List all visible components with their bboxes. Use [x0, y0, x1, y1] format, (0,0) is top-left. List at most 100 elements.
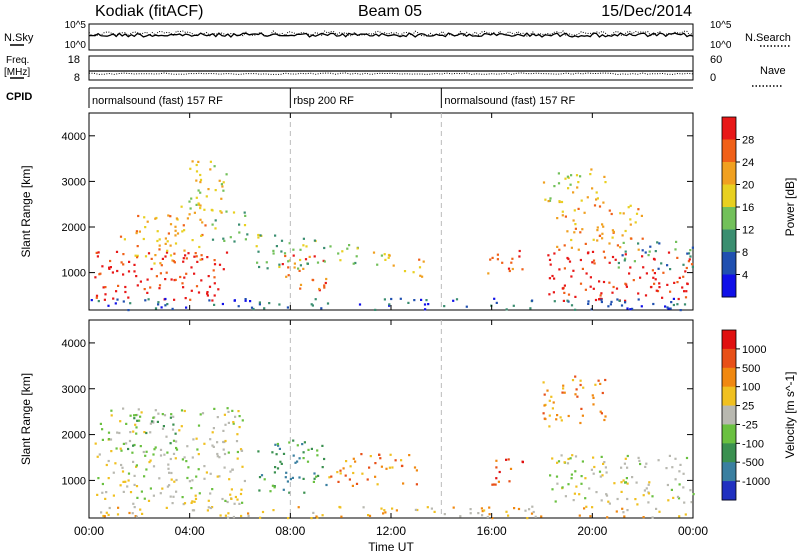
scatter-cell — [580, 482, 583, 485]
scatter-cell — [158, 284, 162, 287]
scatter-cell — [600, 499, 603, 502]
colorbar-tick-label: 100 — [742, 382, 760, 394]
scatter-cell — [284, 254, 287, 258]
y-tick-label: 4000 — [62, 131, 86, 143]
scatter-cell — [186, 445, 189, 448]
scatter-cell — [637, 208, 640, 211]
scatter-cell — [90, 299, 93, 302]
scatter-cell — [154, 307, 158, 310]
scatter-cell — [175, 478, 178, 482]
scatter-cell — [556, 461, 559, 464]
scatter-cell — [161, 487, 164, 490]
scatter-cell — [645, 272, 648, 275]
scatter-cell — [547, 200, 550, 203]
scatter-cell — [256, 261, 259, 264]
scatter-cell — [617, 261, 620, 265]
scatter-cell — [602, 225, 605, 228]
scatter-cell — [135, 275, 138, 278]
scatter-cell — [581, 267, 584, 270]
scatter-cell — [553, 252, 556, 255]
scatter-cell — [127, 270, 131, 273]
scatter-cell — [624, 481, 627, 484]
scatter-cell — [342, 467, 345, 470]
scatter-cell — [647, 483, 650, 486]
colorbar-cell — [722, 139, 736, 163]
scatter-cell — [135, 464, 138, 467]
scatter-cell — [492, 483, 495, 486]
scatter-cell — [387, 256, 390, 259]
scatter-cell — [581, 460, 584, 463]
scatter-cell — [134, 414, 137, 417]
scatter-cell — [213, 282, 216, 285]
scatter-cell — [189, 167, 192, 170]
scatter-cell — [544, 417, 547, 421]
scatter-cell — [174, 457, 177, 460]
scatter-cell — [548, 399, 551, 402]
scatter-cell — [558, 200, 561, 203]
nsky-tick-bottom: 10^0 — [65, 40, 87, 51]
scatter-cell — [414, 508, 417, 511]
scatter-cell — [149, 422, 152, 425]
scatter-cell — [488, 513, 491, 516]
scatter-cell — [491, 256, 494, 259]
scatter-cell — [624, 257, 627, 260]
scatter-cell — [274, 234, 277, 237]
scatter-cell — [172, 260, 175, 263]
scatter-cell — [104, 293, 107, 296]
y-tick-label: 2000 — [62, 430, 86, 442]
scatter-cell — [644, 465, 647, 468]
scatter-cell — [604, 378, 607, 382]
scatter-cell — [505, 308, 508, 311]
scatter-cell — [230, 488, 233, 491]
scatter-cell — [595, 191, 598, 194]
colorbar-tick-label: 24 — [742, 157, 754, 169]
scatter-cell — [238, 415, 241, 418]
colorbar-label: Power [dB] — [783, 178, 797, 237]
scatter-cell — [219, 210, 222, 213]
scatter-cell — [236, 498, 239, 501]
scatter-cell — [197, 202, 200, 205]
scatter-cell — [218, 456, 221, 459]
scatter-cell — [413, 299, 416, 302]
scatter-cell — [170, 471, 173, 475]
scatter-cell — [297, 506, 300, 509]
scatter-cell — [292, 439, 295, 442]
scatter-cell — [282, 452, 286, 455]
scatter-cell — [199, 204, 202, 207]
scatter-cell — [211, 431, 214, 434]
scatter-cell — [588, 487, 591, 490]
scatter-cell — [243, 479, 246, 483]
scatter-cell — [604, 466, 607, 469]
scatter-cell — [652, 302, 655, 306]
scatter-cell — [207, 188, 210, 191]
scatter-cell — [222, 181, 225, 184]
scatter-cell — [133, 443, 136, 447]
scatter-cell — [195, 170, 199, 173]
colorbar-tick-label: 8 — [742, 247, 748, 259]
scatter-cell — [581, 414, 584, 417]
scatter-cell — [213, 165, 216, 168]
y-tick-label: 1000 — [62, 268, 86, 280]
scatter-cell — [236, 450, 239, 454]
scatter-cell — [107, 304, 110, 307]
scatter-cell — [540, 515, 543, 518]
scatter-cell — [666, 264, 669, 267]
scatter-cell — [604, 415, 607, 418]
scatter-cell — [678, 515, 681, 518]
colorbar-tick-label: 4 — [742, 270, 748, 282]
scatter-cell — [302, 451, 305, 454]
scatter-cell — [620, 490, 623, 493]
scatter-cell — [600, 300, 603, 304]
scatter-cell — [324, 281, 327, 285]
scatter-cell — [494, 483, 497, 486]
scatter-cell — [288, 441, 291, 444]
scatter-cell — [194, 497, 198, 500]
scatter-cell — [416, 508, 419, 512]
scatter-cell — [224, 423, 227, 426]
x-axis-label: Time UT — [368, 540, 414, 554]
scatter-cell — [211, 299, 214, 302]
scatter-cell — [652, 257, 656, 260]
scatter-cell — [316, 454, 319, 457]
scatter-cell — [658, 510, 661, 513]
scatter-cell — [388, 466, 391, 469]
